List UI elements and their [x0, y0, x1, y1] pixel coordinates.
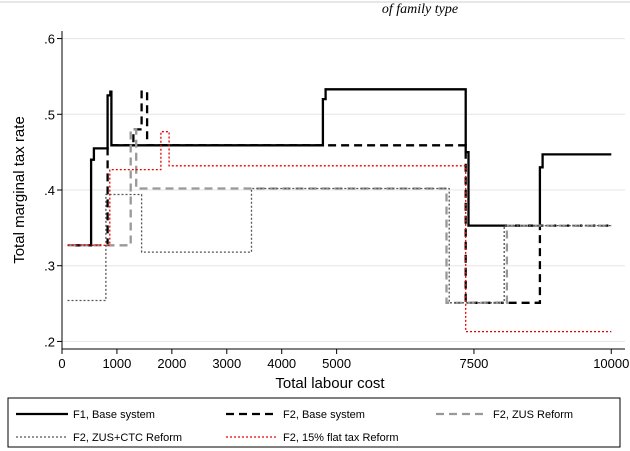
legend: F1, Base system F2, Base system F2, ZUS Re…: [16, 409, 573, 444]
y-tick-label-0: .2: [44, 334, 55, 349]
y-tick-label-3: .5: [44, 107, 55, 122]
x-ticks: 0 1000 2000 3000 4000 5000 7500 10000: [58, 349, 629, 371]
y-tick-label-1: .3: [44, 259, 55, 274]
y-axis-title: Total marginal tax rate: [11, 116, 28, 264]
series-line-1: [67, 90, 612, 304]
legend-box: [7, 397, 621, 448]
y-tick-label-2: .4: [44, 183, 55, 198]
x-tick-label-2: 2000: [157, 356, 186, 371]
legend-label-0: F1, Base system: [73, 409, 155, 421]
legend-label-1: F2, Base system: [283, 409, 365, 421]
x-tick-label-6: 7500: [459, 356, 488, 371]
x-tick-label-4: 4000: [267, 356, 296, 371]
series-lines: [67, 88, 612, 333]
legend-label-4: F2, 15% flat tax Reform: [283, 432, 399, 444]
legend-label-3: F2, ZUS+CTC Reform: [73, 432, 182, 444]
series-line-0: [67, 88, 612, 247]
top-caption: of family type: [382, 2, 458, 17]
y-tick-label-4: .6: [44, 32, 55, 47]
series-line-2: [67, 128, 612, 304]
x-tick-label-1: 1000: [102, 356, 131, 371]
x-tick-label-3: 3000: [212, 356, 241, 371]
legend-label-2: F2, ZUS Reform: [493, 409, 573, 421]
x-tick-label-7: 10000: [593, 356, 629, 371]
gridlines: [62, 38, 625, 342]
x-tick-label-0: 0: [58, 356, 65, 371]
x-axis-title: Total labour cost: [275, 375, 385, 392]
x-tick-label-5: 5000: [322, 356, 351, 371]
series-line-4: [67, 131, 612, 333]
y-ticks: .2 .3 .4 .5 .6: [44, 32, 62, 349]
